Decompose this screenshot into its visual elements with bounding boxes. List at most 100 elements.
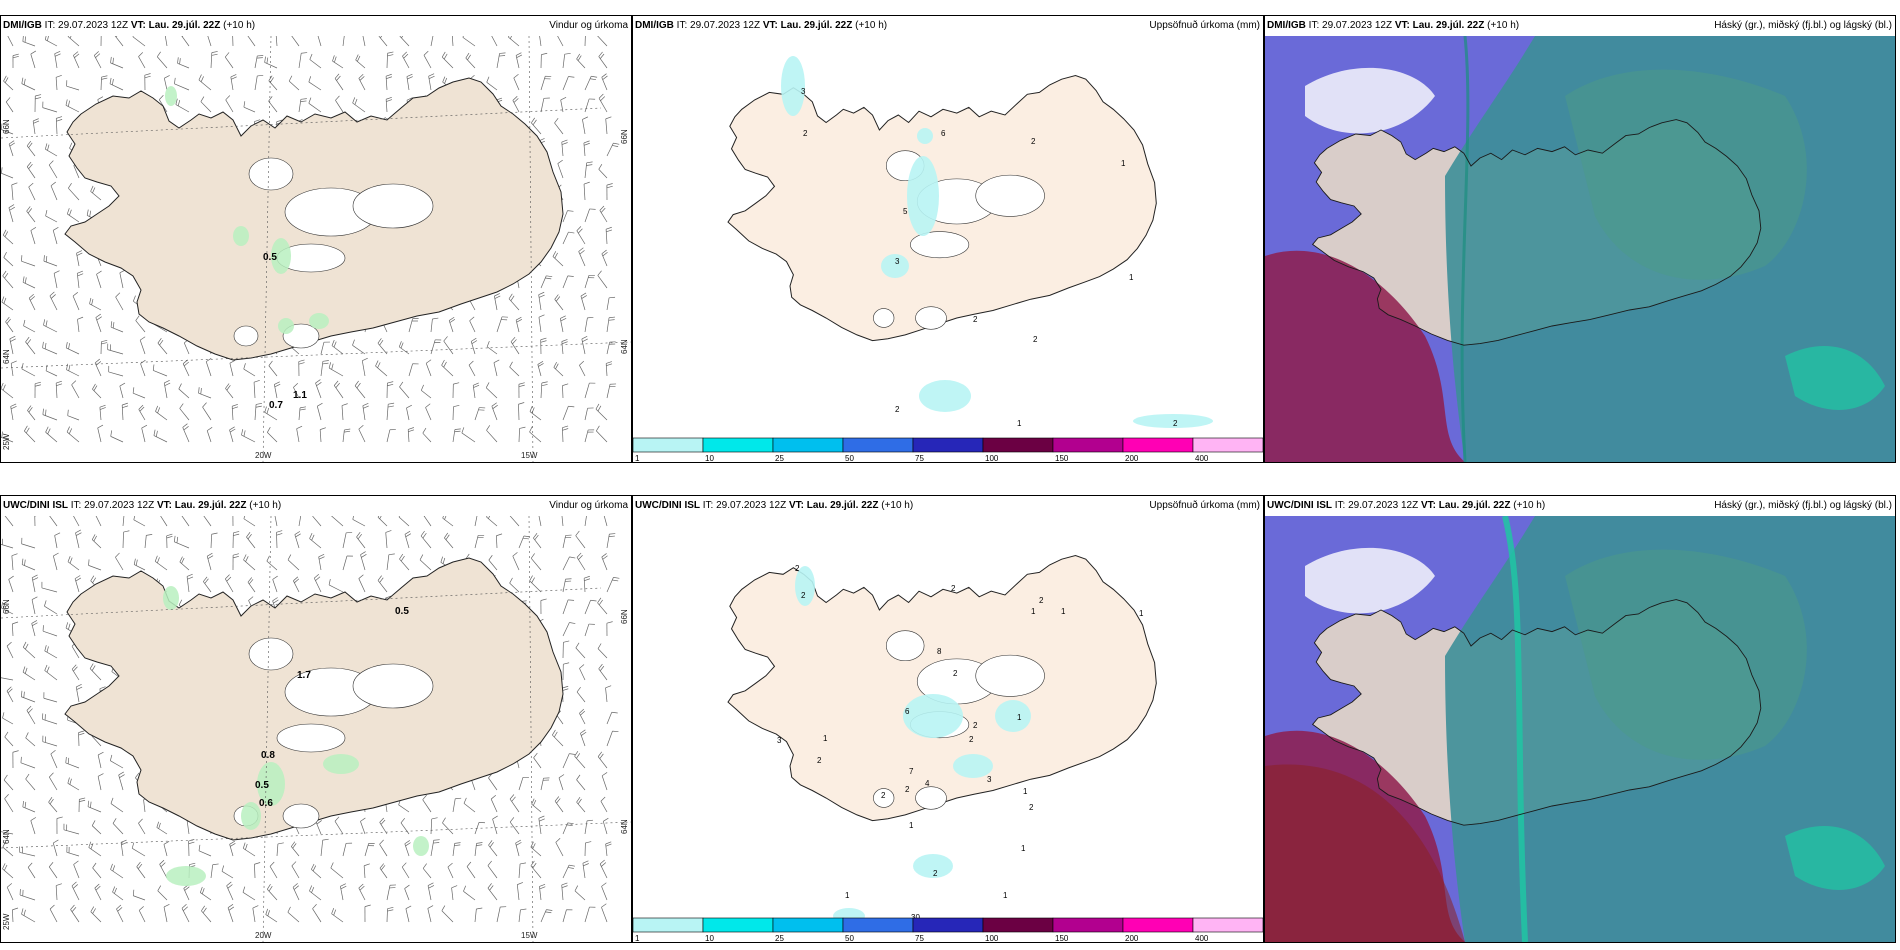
wind-barb-flag <box>2 712 5 719</box>
wind-barb-flag <box>563 662 570 665</box>
wind-barb-flag <box>30 50 37 55</box>
wind-barb-flag <box>47 428 51 435</box>
wind-barb-flag <box>531 117 536 124</box>
wind-barb <box>181 36 190 47</box>
wind-barb <box>443 340 454 355</box>
wind-barb-flag <box>534 534 539 541</box>
wind-barb <box>157 890 168 901</box>
wind-barb-flag <box>609 296 616 299</box>
precip-patch <box>1133 414 1213 428</box>
wind-barb <box>100 77 102 91</box>
wind-barb-flag <box>516 842 522 846</box>
wind-barb-flag <box>352 516 354 520</box>
wind-map[interactable]: 66N 64N 25W 20W 15W 66N 64N 0.5 1.7 0.8 0.5 0.6 <box>1 516 631 942</box>
wind-barb <box>553 367 564 377</box>
wind-barb <box>342 532 347 549</box>
wind-barb-flag <box>73 884 78 889</box>
wind-barb <box>335 100 344 113</box>
wind-barb-flag <box>531 577 535 583</box>
wind-barb-flag <box>27 862 33 868</box>
precip-value-label: 2 <box>1033 335 1038 344</box>
wind-barb-flag <box>517 882 524 885</box>
wind-barb <box>597 648 608 659</box>
cloud-map[interactable] <box>1265 516 1895 942</box>
wind-barb <box>50 185 58 201</box>
wind-barb-flag <box>178 383 182 390</box>
wind-barb-flag <box>344 428 351 431</box>
wind-barb-flag <box>174 77 176 84</box>
precip-areas <box>795 566 1031 924</box>
wind-barb <box>266 560 278 571</box>
wind-barb-flag <box>53 839 59 844</box>
wind-barb-flag <box>91 299 94 306</box>
glacier <box>276 723 346 753</box>
wind-barb <box>210 52 213 69</box>
wind-barb-flag <box>212 863 219 866</box>
wind-barb-flag <box>158 822 161 829</box>
wind-barb-flag <box>131 842 135 849</box>
wind-barb-flag <box>248 579 254 585</box>
wind-barb-flag <box>110 797 114 804</box>
wind-barb-flag <box>340 885 347 890</box>
wind-barb-flag <box>159 339 164 346</box>
wind-barb <box>331 913 344 923</box>
wind-barb-flag <box>533 752 538 758</box>
wind-barb <box>557 36 564 47</box>
precip-patch <box>913 854 953 878</box>
precip-value-label: 2 <box>951 584 956 593</box>
wind-barb-flag <box>229 428 236 433</box>
wind-barb-flag <box>87 800 90 807</box>
wind-barb <box>584 162 588 179</box>
wind-barb <box>65 762 80 769</box>
wind-barb-flag <box>356 382 361 389</box>
cloud-map[interactable] <box>1265 36 1895 462</box>
wind-barb <box>332 60 344 69</box>
wind-barb <box>584 600 591 615</box>
wind-barb-flag <box>538 815 545 819</box>
wind-barb <box>317 36 322 47</box>
wind-barb-flag <box>320 427 326 430</box>
wind-barb-flag <box>387 405 394 408</box>
wind-barb <box>358 78 366 91</box>
wind-barb-flag <box>25 336 30 343</box>
wind-barb <box>89 303 102 311</box>
precip-colorbar: 1 10 25 50 75 100 150 200 400 <box>633 917 1263 942</box>
glacier <box>352 183 434 229</box>
colorbar-swatch <box>1192 917 1263 933</box>
lat-line-64n <box>1 341 631 369</box>
wind-barb-flag <box>562 425 569 429</box>
wind-barb <box>42 347 58 355</box>
wind-barb <box>362 36 366 47</box>
lon-label-20w: 20W <box>255 451 272 460</box>
wind-barb <box>30 53 36 69</box>
wind-barb <box>562 54 566 69</box>
wind-map[interactable]: 66N 64N 25W 20W 15W 66N 64N 0.5 0.7 1.1 <box>1 36 631 462</box>
wind-barb <box>183 888 190 901</box>
wind-barb <box>518 777 524 791</box>
wind-barb-flag <box>608 316 616 319</box>
wind-barb <box>55 77 58 91</box>
wind-barb <box>90 191 102 201</box>
wind-barb-flag <box>26 705 32 711</box>
wind-barb <box>584 408 588 421</box>
wind-barb-flag <box>72 292 78 297</box>
wind-barb <box>408 363 413 377</box>
precip-map[interactable]: 2 2 2 2 1 1 1 8 2 6 1 2 1 2 3 2 7 4 2 2 3 1 2 1 1 1 2 30 1 1 10 25 50 75… <box>633 516 1263 942</box>
wind-barb <box>451 887 454 901</box>
wind-barb-flag <box>298 362 305 365</box>
wind-barb-flag <box>443 336 448 342</box>
wind-barb-flag <box>118 771 124 776</box>
wind-barb <box>540 778 544 791</box>
wind-barb-flag <box>45 409 47 416</box>
glacier <box>910 231 970 259</box>
wind-barb <box>265 914 278 923</box>
wind-barb <box>442 822 454 835</box>
wind-barb-flag <box>294 531 301 535</box>
wind-barb-flag <box>318 553 325 558</box>
wind-barb-flag <box>233 531 240 534</box>
wind-barb-flag <box>537 361 544 365</box>
wind-barb <box>308 81 322 91</box>
wind-barb <box>49 908 58 923</box>
wind-barb-flag <box>229 426 235 431</box>
